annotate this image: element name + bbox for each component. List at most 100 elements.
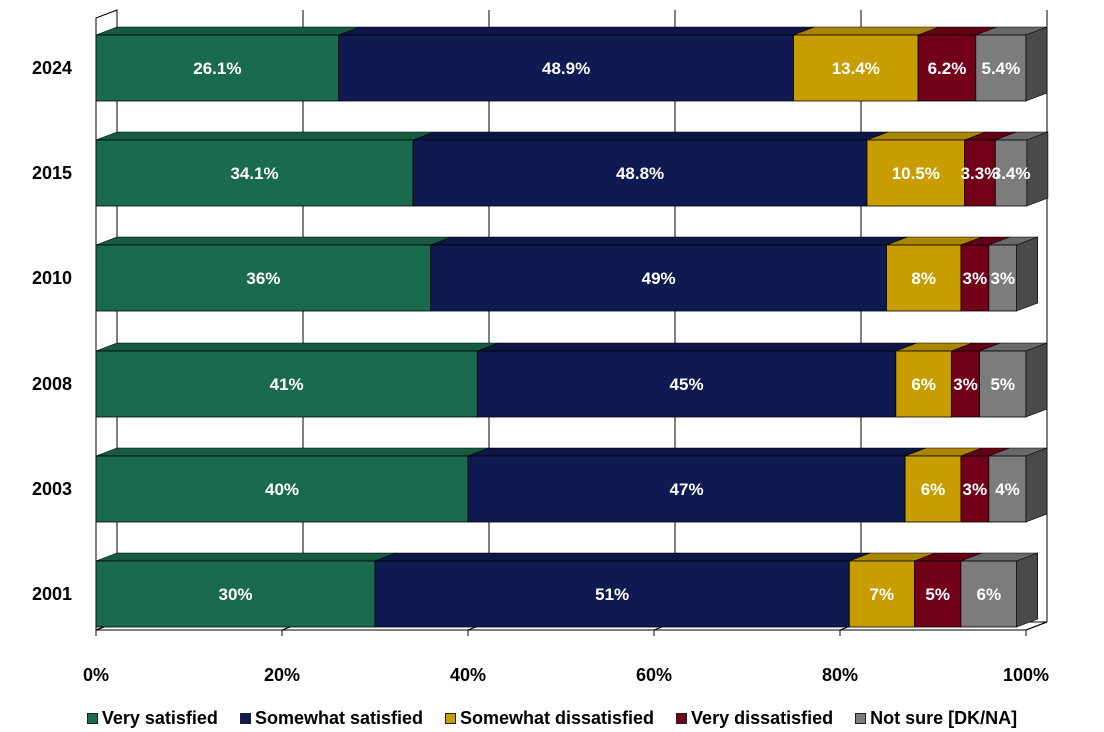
legend-label: Very satisfied [101, 707, 218, 728]
bar-top-face [413, 131, 889, 141]
legend-item-very-satisfied: Very satisfied [86, 707, 218, 729]
bar-segment [988, 244, 1018, 312]
bars [95, 26, 1049, 628]
bar-top-face [95, 236, 452, 246]
legend-item-very-dissatisfied: Very dissatisfied [676, 708, 833, 729]
bar-top-face [95, 26, 360, 36]
x-axis-labels: 0% 20% 40% 60% 80% 100% [83, 665, 1049, 685]
left-wall [95, 9, 118, 631]
data-label: 3% [990, 269, 1015, 288]
bar-segment [975, 34, 1027, 102]
y-tick-label: 2001 [32, 584, 72, 604]
bar-side-face [1025, 447, 1048, 523]
x-tick-label: 60% [636, 665, 672, 685]
data-label: 51% [595, 585, 629, 604]
x-tick-label: 100% [1003, 665, 1049, 685]
bar-segment [95, 455, 469, 523]
bar-segment [374, 560, 850, 628]
bar-top-face [374, 552, 871, 562]
legend: Very satisfied Somewhat satisfied Somewh… [0, 707, 1104, 729]
bar-segment [793, 34, 919, 102]
data-label: 6% [911, 375, 936, 394]
legend-swatch [86, 712, 98, 724]
x-tick-label: 40% [450, 665, 486, 685]
bar-segment [476, 350, 897, 418]
data-label: 45% [670, 375, 704, 394]
x-tick-label: 0% [83, 665, 109, 685]
data-label: 36% [246, 269, 280, 288]
data-label: 48.8% [616, 164, 664, 183]
y-axis-labels: 2024 2015 2010 2008 2003 2001 [32, 58, 72, 604]
data-label: 4% [995, 480, 1020, 499]
bar-segment [95, 560, 376, 628]
bar-top-face [430, 236, 908, 246]
bar-top-face [338, 26, 815, 36]
data-label: 49% [642, 269, 676, 288]
bar-side-face [1016, 552, 1038, 628]
data-label: 30% [218, 585, 252, 604]
bar-segment [95, 139, 414, 207]
legend-label: Very dissatisfied [691, 707, 834, 728]
legend-label: Somewhat dissatisfied [459, 707, 655, 728]
legend-item-somewhat-dissatisfied: Somewhat dissatisfied [444, 707, 655, 729]
data-label: 34.1% [230, 164, 278, 183]
bar-top-face [793, 26, 940, 36]
plot-area-walls [95, 9, 1048, 631]
legend-swatch [855, 712, 867, 724]
data-label: 41% [270, 375, 304, 394]
stacked-bar-chart: 26.1% 48.9% 13.4% 6.2% 5.4% 34.1% 48.8% 10.5% 3.… [32, 9, 1049, 685]
data-label: 5% [990, 375, 1015, 394]
data-label: 8% [911, 269, 936, 288]
y-tick-label: 2008 [32, 374, 72, 394]
data-label: 26.1% [193, 59, 241, 78]
y-tick-label: 2024 [32, 58, 72, 78]
bar-segment [886, 244, 962, 312]
data-label: 7% [870, 585, 895, 604]
bar-top-face [95, 342, 499, 352]
bar-segment [895, 350, 952, 418]
bar-side-face [1025, 342, 1048, 418]
legend-swatch [444, 712, 456, 724]
legend-item-somewhat-satisfied: Somewhat satisfied [239, 707, 423, 729]
data-label: 47% [670, 480, 704, 499]
bar-segment [866, 139, 966, 207]
bar-segment [964, 139, 996, 207]
data-label: 48.9% [542, 59, 590, 78]
data-label: 3% [963, 269, 988, 288]
bar-segment [95, 350, 478, 418]
bar-segment [960, 244, 990, 312]
data-label: 6.2% [928, 59, 967, 78]
bar-segment [904, 455, 962, 523]
bar-segment [914, 560, 962, 628]
bar-side-face [1025, 26, 1048, 102]
bar-segment [979, 350, 1027, 418]
y-tick-label: 2010 [32, 268, 72, 288]
data-label: 3% [953, 375, 978, 394]
bar-segment [412, 139, 868, 207]
data-label: 3% [963, 480, 988, 499]
bar-segment [467, 455, 906, 523]
bar-segment [338, 34, 794, 102]
legend-swatch [239, 712, 251, 724]
x-tick-label: 20% [264, 665, 300, 685]
data-label: 5% [925, 585, 950, 604]
data-label: 10.5% [892, 164, 940, 183]
bar-top-face [467, 447, 927, 457]
bar-top-face [477, 342, 917, 352]
legend-swatch [676, 712, 688, 724]
floor-gridline [1025, 621, 1048, 631]
legend-label: Not sure [DK/NA] [870, 707, 1018, 728]
y-tick-label: 2015 [32, 163, 72, 183]
data-label: 3.4% [992, 164, 1031, 183]
bar-segment [95, 34, 340, 102]
data-label: 40% [265, 480, 299, 499]
legend-item-not-sure: Not sure [DK/NA] [855, 708, 1017, 729]
legend-label: Somewhat satisfied [254, 707, 423, 728]
data-label: 6% [921, 480, 946, 499]
data-label: 3.3% [961, 164, 1000, 183]
bar-segment [994, 139, 1028, 207]
data-label: 13.4% [832, 59, 880, 78]
y-tick-label: 2003 [32, 479, 72, 499]
bar-side-face [1026, 131, 1049, 207]
data-label: 5.4% [982, 59, 1021, 78]
